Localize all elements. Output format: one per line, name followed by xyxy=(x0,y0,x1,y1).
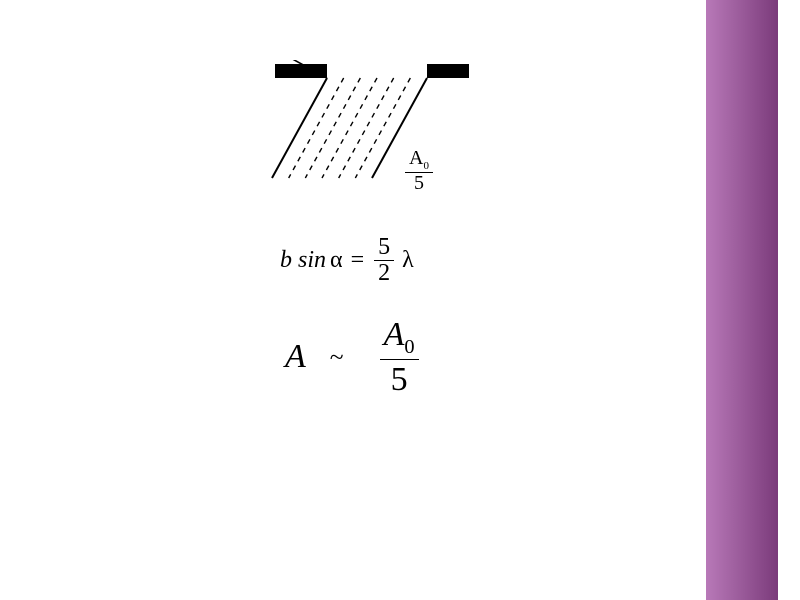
diagram-label-A-sub: 0 xyxy=(423,160,429,172)
diagram-label-den: 5 xyxy=(405,172,433,193)
equation-path-difference: b sin α = 5 2 λ xyxy=(280,235,414,286)
eq2-A: A xyxy=(285,338,306,376)
eq2-A0: A xyxy=(384,316,405,353)
eq2-den: 5 xyxy=(380,359,419,399)
accent-side-band xyxy=(696,0,800,600)
eq1-equals: = xyxy=(351,247,365,274)
diagram-label-A: A xyxy=(409,147,423,169)
eq1-alpha: α xyxy=(330,247,343,274)
equation-amplitude: A ~ A0 5 xyxy=(285,315,419,399)
slit-diffraction-diagram: A0 5 xyxy=(265,60,475,180)
eq1-b: b xyxy=(280,247,292,274)
eq1-sin: sin xyxy=(298,247,326,274)
eq1-lambda: λ xyxy=(402,247,414,274)
eq2-tilde: ~ xyxy=(330,342,344,372)
eq2-A0-sub: 0 xyxy=(404,336,414,358)
eq1-frac-num: 5 xyxy=(374,235,394,260)
eq1-frac-den: 2 xyxy=(374,260,394,286)
diagram-amplitude-label: A0 5 xyxy=(405,148,433,193)
